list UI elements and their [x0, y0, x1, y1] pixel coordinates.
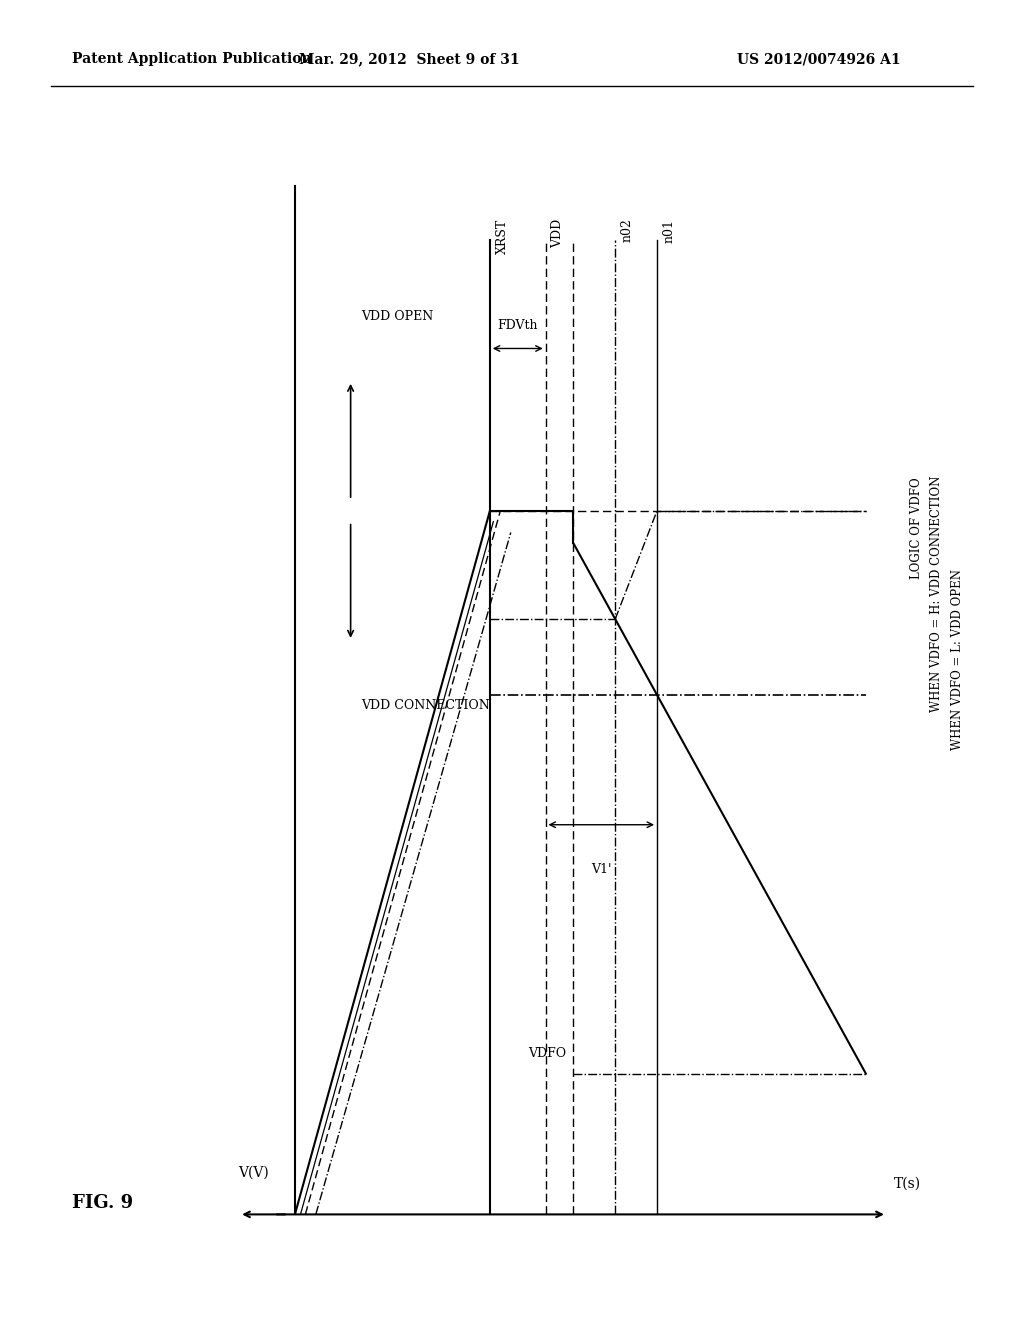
- Text: Patent Application Publication: Patent Application Publication: [72, 53, 311, 66]
- Text: US 2012/0074926 A1: US 2012/0074926 A1: [737, 53, 901, 66]
- Text: XRST: XRST: [496, 219, 509, 253]
- Text: VDD: VDD: [551, 219, 564, 248]
- Text: WHEN VDFO = L: VDD OPEN: WHEN VDFO = L: VDD OPEN: [951, 569, 964, 751]
- Text: n01: n01: [663, 219, 676, 243]
- Text: n02: n02: [621, 219, 634, 243]
- Text: FIG. 9: FIG. 9: [72, 1193, 133, 1212]
- Text: T(s): T(s): [894, 1176, 921, 1191]
- Text: LOGIC OF VDFO: LOGIC OF VDFO: [910, 478, 923, 578]
- Text: VDD OPEN: VDD OPEN: [361, 309, 433, 322]
- Text: VDD CONNECTION: VDD CONNECTION: [361, 700, 489, 713]
- Text: FDVth: FDVth: [498, 319, 538, 333]
- Text: WHEN VDFO = H: VDD CONNECTION: WHEN VDFO = H: VDD CONNECTION: [931, 475, 943, 713]
- Text: Mar. 29, 2012  Sheet 9 of 31: Mar. 29, 2012 Sheet 9 of 31: [299, 53, 520, 66]
- Text: V1': V1': [591, 863, 611, 875]
- Text: VDFO: VDFO: [528, 1048, 566, 1060]
- Text: V(V): V(V): [238, 1166, 268, 1180]
